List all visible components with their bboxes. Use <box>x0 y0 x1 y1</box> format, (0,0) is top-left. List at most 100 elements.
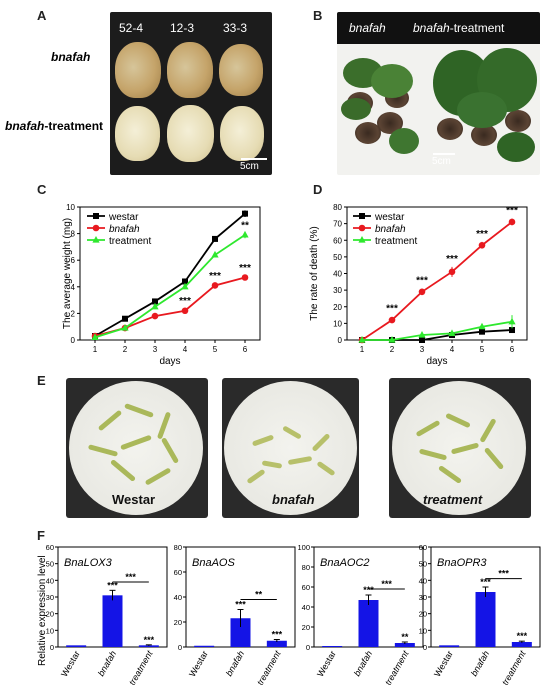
series-line-westar <box>94 212 246 337</box>
significance-stars: *** <box>480 577 491 587</box>
significance-stars: ** <box>241 220 249 231</box>
plant-label-treatment-rest: -treatment <box>449 21 505 35</box>
category-label: Westar <box>315 649 338 679</box>
dish-label-treatment: treatment <box>423 492 483 507</box>
data-point-bnafah <box>151 312 159 320</box>
category-label: treatment <box>127 649 155 685</box>
x-tick-label: 5 <box>213 345 218 354</box>
y-tick-label: 60 <box>333 236 342 245</box>
x-tick-label: 6 <box>510 345 515 354</box>
category-label: bnafah <box>96 649 118 678</box>
significance-stars: *** <box>363 585 374 595</box>
legend-label-bnafah: bnafah <box>375 224 406 235</box>
y-tick-label: 30 <box>333 286 342 295</box>
scale-label: 5cm <box>432 156 451 167</box>
y-tick-label: 10 <box>419 626 427 635</box>
bar-0 <box>439 645 460 647</box>
col-label-52-4: 52-4 <box>119 21 144 35</box>
y-tick-label: 0 <box>338 336 343 345</box>
y-tick-label: 0 <box>50 643 54 652</box>
y-tick-label: 10 <box>333 319 342 328</box>
significance-stars: *** <box>239 263 251 274</box>
legend-marker-westar <box>359 213 365 219</box>
y-tick-label: 40 <box>174 593 182 602</box>
data-point-westar <box>509 327 515 334</box>
leaf-treatment-1 <box>115 106 160 161</box>
legend-marker-bnafah <box>92 224 100 232</box>
bar-0 <box>194 645 215 647</box>
y-tick-label: 100 <box>297 543 310 552</box>
dish-label-westar: Westar <box>112 492 156 507</box>
y-tick-label: 80 <box>333 203 342 212</box>
y-axis-label: The average weight (mg) <box>62 218 73 329</box>
significance-stars: *** <box>209 271 221 282</box>
col-label-33-3: 33-3 <box>223 21 248 35</box>
y-tick-label: 30 <box>46 593 54 602</box>
y-tick-label: 30 <box>419 593 427 602</box>
leaf-bnafah-1 <box>115 42 161 98</box>
y-tick-label: 2 <box>71 309 76 318</box>
petri-dish <box>224 381 357 515</box>
y-tick-label: 20 <box>302 623 310 632</box>
bracket-stars: ** <box>255 590 263 600</box>
data-point-treatment <box>211 250 219 258</box>
data-point-westar <box>152 298 158 305</box>
x-tick-label: 2 <box>123 345 128 354</box>
data-point-westar <box>212 235 218 242</box>
x-tick-label: 4 <box>450 345 455 354</box>
y-tick-label: 80 <box>174 543 182 552</box>
row-label-treatment-italic: bnafah <box>5 119 45 133</box>
dish-label-bnafah: bnafah <box>272 492 315 507</box>
y-tick-label: 20 <box>174 618 182 627</box>
significance-stars: *** <box>517 631 528 641</box>
x-tick-label: 5 <box>480 345 485 354</box>
row-label-bnafah: bnafah <box>51 50 91 64</box>
dish-photo-treatment: treatment <box>389 378 531 518</box>
panel-letter-f: F <box>37 528 45 543</box>
series-line-treatment <box>94 234 246 339</box>
data-point-bnafah <box>418 288 426 296</box>
data-point-bnafah <box>478 241 486 249</box>
y-tick-label: 80 <box>302 563 310 572</box>
bracket-stars: *** <box>125 572 136 582</box>
x-tick-label: 1 <box>360 345 365 354</box>
chart-f-aos: 0 20 40 60 80 BnaAOS Westar *** bnafah *** treatme… <box>174 543 296 685</box>
y-tick-label: 60 <box>174 568 182 577</box>
panel-letter-d: D <box>313 182 323 197</box>
significance-stars: *** <box>179 296 191 307</box>
y-tick-label: 10 <box>66 203 75 212</box>
row-label-treatment: bnafah-treatment <box>5 119 103 133</box>
bar-1 <box>358 600 379 647</box>
y-tick-label: 50 <box>333 253 342 262</box>
gene-title: BnaOPR3 <box>437 557 487 569</box>
y-tick-label: 60 <box>46 543 54 552</box>
y-tick-label: 60 <box>302 583 310 592</box>
legend-label-bnafah: bnafah <box>109 224 140 235</box>
col-label-12-3: 12-3 <box>170 21 195 35</box>
scale-bar <box>433 153 455 155</box>
data-point-bnafah <box>241 274 249 281</box>
category-label: Westar <box>59 649 82 679</box>
x-tick-label: 3 <box>153 345 158 354</box>
plant-label-treatment-italic: bnafah <box>413 21 450 35</box>
bracket-stars: *** <box>381 579 392 589</box>
legend-label-treatment: treatment <box>375 236 417 247</box>
plant <box>371 64 413 98</box>
y-tick-label: 20 <box>333 303 342 312</box>
category-label: bnafah <box>352 649 374 678</box>
leaf-treatment-3 <box>220 106 264 161</box>
leaf-photo: 52-4 12-3 33-3 5cm <box>110 12 272 175</box>
y-tick-label: 40 <box>419 576 427 585</box>
x-tick-label: 2 <box>390 345 395 354</box>
category-label: bnafah <box>224 649 246 678</box>
leaf-bnafah-3 <box>219 44 263 96</box>
series-line-treatment <box>362 320 513 341</box>
bar-0 <box>322 646 343 647</box>
panel-letter-c: C <box>37 182 47 197</box>
data-point-bnafah <box>181 307 189 315</box>
gene-title: BnaLOX3 <box>64 557 113 569</box>
chart-d: 0 10 20 30 40 50 60 70 80 1 2 3 4 5 6 days The rate of d… <box>309 203 528 367</box>
pot <box>505 110 531 132</box>
bar-1 <box>475 592 496 647</box>
